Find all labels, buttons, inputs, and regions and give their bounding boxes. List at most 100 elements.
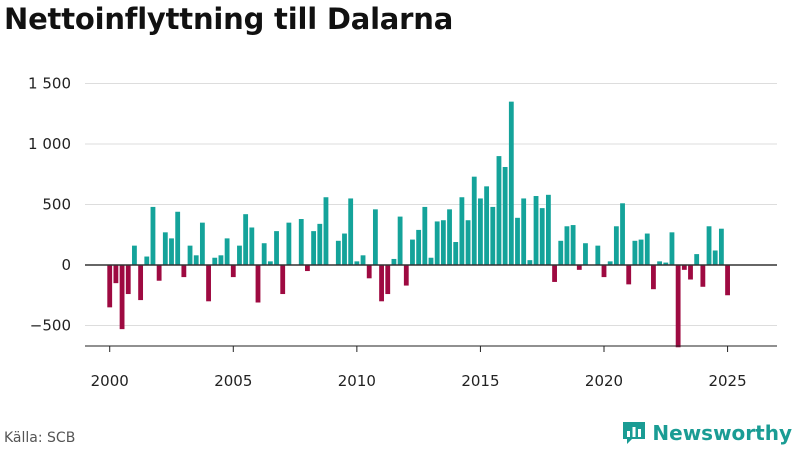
bar xyxy=(311,231,317,265)
bar xyxy=(119,265,125,330)
bar xyxy=(595,245,601,265)
source-note: Källa: SCB xyxy=(4,430,76,446)
bar xyxy=(663,262,669,265)
bar xyxy=(403,265,409,286)
bar xyxy=(187,245,193,265)
bar xyxy=(348,198,354,265)
bar xyxy=(613,226,619,265)
bar xyxy=(471,176,477,265)
bar xyxy=(675,265,681,348)
bar xyxy=(391,258,397,265)
bar xyxy=(657,261,663,265)
bars xyxy=(107,101,730,348)
bar xyxy=(113,265,119,284)
bar xyxy=(193,255,199,265)
x-tick-label: 2000 xyxy=(91,372,129,390)
bar xyxy=(700,265,706,287)
bar xyxy=(212,257,218,265)
chart-title: Nettoinflyttning till Dalarna xyxy=(4,2,454,36)
bar xyxy=(521,198,527,265)
bar xyxy=(545,194,551,265)
y-tick-label: 0 xyxy=(61,256,71,274)
bar xyxy=(274,231,279,265)
x-tick-label: 2005 xyxy=(214,372,252,390)
bar xyxy=(218,255,224,265)
bar xyxy=(626,265,632,285)
bar xyxy=(410,239,415,265)
bar xyxy=(644,233,650,265)
bar xyxy=(718,228,724,265)
bar xyxy=(725,265,730,296)
bar xyxy=(206,265,211,302)
bar xyxy=(132,245,137,265)
bar xyxy=(502,166,508,265)
brand-logo: Newsworthy xyxy=(622,420,792,446)
bar xyxy=(267,261,273,265)
bar xyxy=(335,240,341,265)
x-axis: 2000 2005 2010 2015 2020 2025 xyxy=(85,345,777,390)
bar xyxy=(447,209,452,265)
bar xyxy=(694,254,700,265)
bar xyxy=(440,220,446,265)
bar xyxy=(317,223,323,265)
bar xyxy=(607,261,613,265)
bar xyxy=(688,265,693,280)
bar xyxy=(620,203,625,265)
y-tick-label: 1 000 xyxy=(28,135,71,153)
bar xyxy=(107,265,113,308)
bar xyxy=(459,197,465,265)
bar xyxy=(144,256,150,265)
bar xyxy=(712,250,718,265)
bar xyxy=(397,216,403,265)
bar xyxy=(422,206,428,265)
y-tick-label: −500 xyxy=(30,317,71,335)
bar xyxy=(681,265,687,270)
bar xyxy=(508,101,514,266)
bar xyxy=(490,206,496,265)
bar xyxy=(638,239,644,265)
gridlines xyxy=(85,83,777,326)
bar xyxy=(138,265,144,301)
bar xyxy=(558,240,564,265)
bar xyxy=(416,229,422,265)
bar xyxy=(354,261,360,265)
bar xyxy=(243,214,249,265)
bar xyxy=(434,221,440,265)
bar xyxy=(249,227,255,265)
bar xyxy=(496,156,502,265)
bar xyxy=(366,265,372,279)
bar xyxy=(576,265,582,270)
bar xyxy=(527,260,533,265)
x-tick-label: 2020 xyxy=(585,372,623,390)
x-tick-label: 2025 xyxy=(708,372,746,390)
y-axis-labels: −500 0 500 1 000 1 500 xyxy=(28,75,71,335)
bar xyxy=(156,265,162,281)
x-tick-label: 2010 xyxy=(338,372,376,390)
bar xyxy=(261,243,267,265)
bar xyxy=(669,232,675,265)
bar xyxy=(570,225,576,265)
bar xyxy=(162,232,168,265)
bar xyxy=(478,198,483,265)
bar xyxy=(453,242,459,265)
bar xyxy=(379,265,384,302)
bar xyxy=(360,255,366,265)
newsworthy-logo-icon xyxy=(623,422,646,444)
bar xyxy=(125,265,131,295)
bar xyxy=(199,222,205,265)
bar xyxy=(169,238,174,265)
bar xyxy=(583,243,588,265)
bar xyxy=(706,226,712,265)
brand-name: Newsworthy xyxy=(652,421,792,445)
bar xyxy=(150,206,156,265)
bar xyxy=(323,197,329,265)
bar xyxy=(651,265,656,290)
bar xyxy=(230,265,236,278)
bar xyxy=(601,265,607,278)
bar xyxy=(552,265,557,282)
bar xyxy=(280,265,286,295)
bar xyxy=(484,186,490,265)
bar xyxy=(224,238,230,265)
bar xyxy=(255,265,261,303)
